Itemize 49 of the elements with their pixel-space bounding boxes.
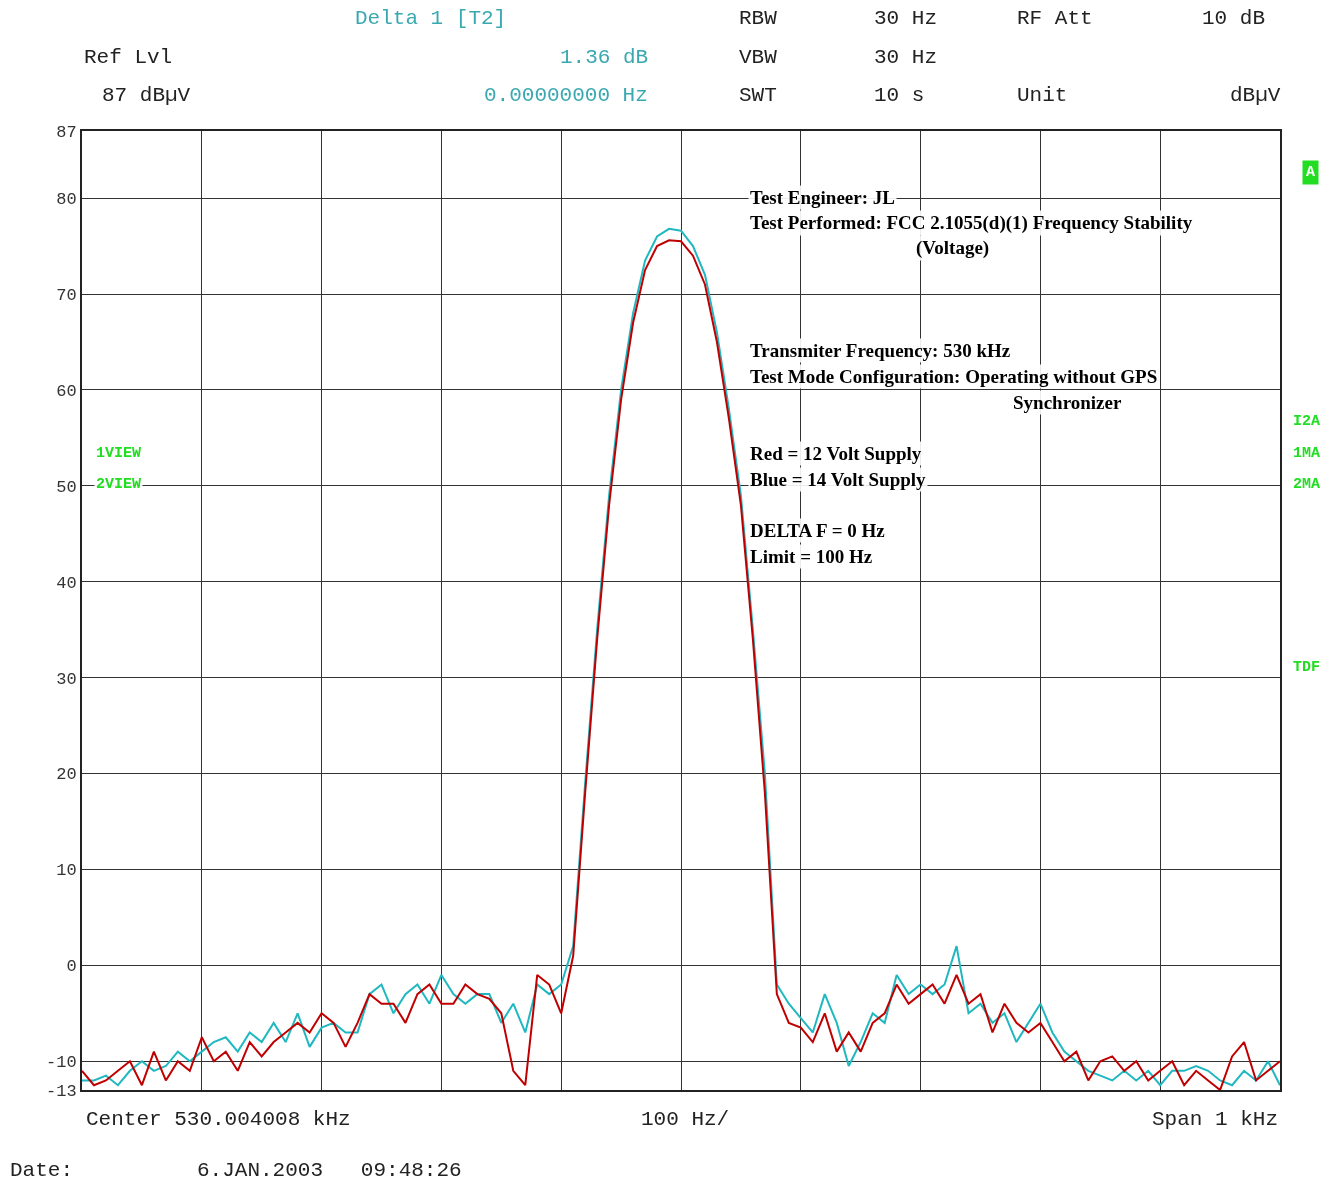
annotation: Test Engineer: JL bbox=[750, 187, 895, 208]
annotation: Synchronizer bbox=[1013, 392, 1122, 413]
text: TDF bbox=[1293, 659, 1321, 676]
annotation: Blue = 14 Volt Supply bbox=[750, 469, 927, 490]
annotation: 2VIEW bbox=[96, 476, 142, 493]
text: 30 Hz bbox=[874, 7, 938, 30]
text: I2A bbox=[1293, 413, 1321, 430]
text: 100 Hz/ bbox=[641, 1108, 730, 1131]
y-tick-label: -13 bbox=[45, 1081, 77, 1101]
text: 2MA bbox=[1293, 476, 1321, 493]
text: Center 530.004008 kHz bbox=[86, 1108, 351, 1131]
text: Ref Lvl bbox=[84, 46, 173, 69]
text: 10 s bbox=[874, 84, 925, 107]
annotation: Test Mode Configuration: Operating without GPS bbox=[750, 366, 1158, 387]
text: 87 dBµV bbox=[102, 84, 191, 107]
y-tick-label: 20 bbox=[56, 765, 77, 785]
y-tick-label: 60 bbox=[56, 381, 77, 401]
y-tick-label: 50 bbox=[56, 477, 77, 497]
text: Unit bbox=[1017, 84, 1068, 107]
y-tick-label: 0 bbox=[66, 957, 77, 977]
annotation: Red = 12 Volt Supply bbox=[750, 443, 922, 464]
text: SWT bbox=[739, 84, 777, 107]
text: VBW bbox=[739, 46, 778, 69]
annotation: (Voltage) bbox=[916, 237, 990, 259]
text: 30 Hz bbox=[874, 46, 938, 69]
text: A bbox=[1306, 164, 1316, 181]
y-tick-label: 10 bbox=[56, 861, 77, 881]
annotation: Test Performed: FCC 2.1055(d)(1) Frequency Stability bbox=[750, 212, 1193, 234]
text: 0.00000000 Hz bbox=[484, 84, 648, 107]
y-tick-label: 40 bbox=[56, 573, 77, 593]
annotation: DELTA F = 0 Hz bbox=[750, 520, 886, 541]
y-tick-label: -10 bbox=[45, 1053, 77, 1073]
text: RF Att bbox=[1017, 7, 1093, 30]
text: 6.JAN.2003 09:48:26 bbox=[197, 1159, 462, 1182]
text: 1MA bbox=[1293, 445, 1321, 462]
text: RBW bbox=[739, 7, 778, 30]
y-tick-label: 87 bbox=[56, 122, 77, 142]
text: 10 dB bbox=[1202, 7, 1266, 30]
annotation: Limit = 100 Hz bbox=[750, 546, 873, 567]
y-tick-label: 80 bbox=[56, 190, 77, 210]
text: Delta 1 [T2] bbox=[355, 7, 507, 30]
annotation: 1VIEW bbox=[96, 445, 142, 462]
text: Span 1 kHz bbox=[1152, 1108, 1279, 1131]
text: dBµV bbox=[1230, 84, 1281, 107]
annotation: Transmiter Frequency: 530 kHz bbox=[750, 340, 1011, 361]
text: Date: bbox=[10, 1159, 74, 1182]
y-tick-label: 30 bbox=[56, 669, 77, 689]
y-tick-label: 70 bbox=[56, 285, 77, 305]
text: 1.36 dB bbox=[560, 46, 649, 69]
